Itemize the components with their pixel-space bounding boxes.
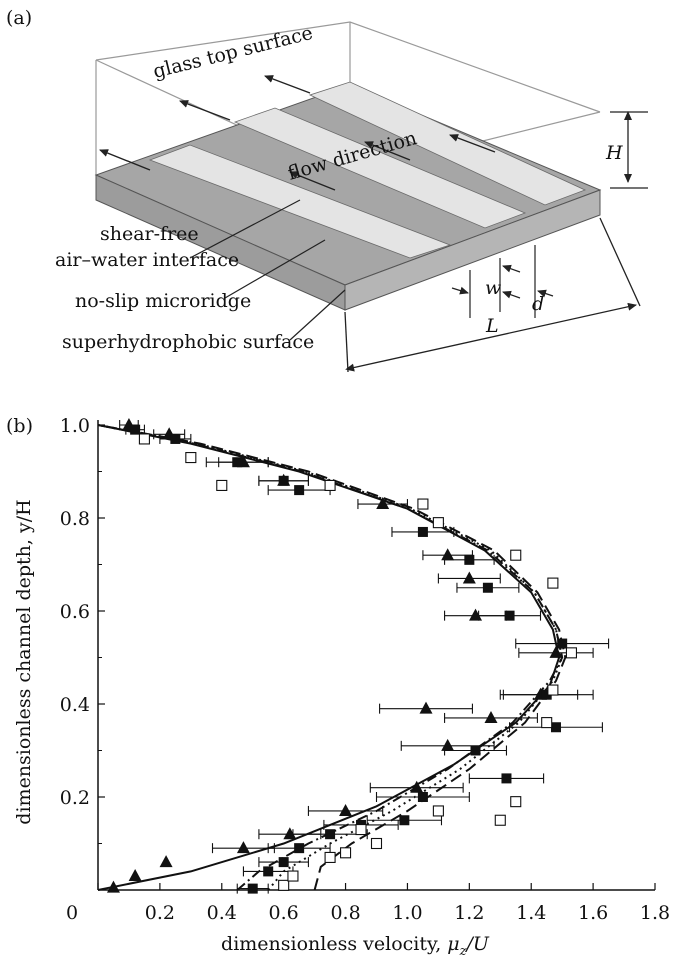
filled-square-marker [501, 773, 512, 784]
triangle-marker [462, 571, 476, 584]
x-tick-label: 0 [66, 902, 78, 924]
open-square-marker [432, 517, 444, 529]
y-tick-label: 0.8 [60, 508, 90, 530]
label-superhydrophobic: superhydrophobic surface [62, 331, 314, 353]
open-square-marker [324, 851, 336, 864]
triangle-marker [549, 645, 563, 658]
filled-square-marker [294, 485, 305, 496]
filled-square-marker [550, 722, 561, 733]
base-block [94, 84, 602, 311]
filled-square-marker [557, 638, 568, 649]
x-tick-label: 0.2 [145, 902, 175, 924]
triangle-marker [236, 841, 250, 854]
x-tick-label: 1.4 [516, 902, 546, 924]
open-square-marker [278, 879, 290, 891]
open-square-marker [417, 498, 429, 510]
label-shear-free-1: shear-free [100, 223, 199, 245]
filled-square-marker [417, 526, 428, 537]
filled-square-marker [278, 857, 289, 868]
triangle-marker [410, 780, 424, 793]
label-glass-top: glass top surface [151, 22, 315, 83]
x-tick-label: 1.6 [578, 902, 608, 924]
open-square-marker [287, 870, 299, 882]
filled-square-marker [541, 689, 552, 700]
filled-square-marker [247, 883, 258, 894]
triangle-marker [419, 701, 433, 714]
triangle-marker [441, 548, 455, 561]
filled-square-marker [294, 843, 305, 854]
filled-square-marker [482, 582, 493, 593]
open-square-marker [432, 805, 444, 817]
label-H: H [605, 142, 623, 164]
open-square-marker [138, 433, 150, 445]
dimension-h [610, 111, 648, 189]
filled-square-marker [399, 815, 410, 826]
y-tick-label: 0.6 [60, 601, 90, 623]
triangle-marker [376, 497, 390, 510]
open-square-marker [541, 717, 553, 729]
open-square-marker [185, 451, 197, 464]
triangle-marker [484, 710, 498, 723]
x-tick-label: 0.4 [207, 902, 237, 924]
y-tick-label: 1.0 [60, 415, 90, 437]
filled-square-marker [464, 554, 475, 565]
filled-square-marker [504, 610, 515, 621]
x-tick-label: 0.8 [330, 902, 360, 924]
fit-curve-solid [97, 424, 561, 891]
leader-lines [189, 199, 346, 341]
y-axis-label: dimensionless channel depth, y/H [13, 499, 35, 824]
triangle-marker [159, 855, 173, 868]
x-tick-label: 1.0 [392, 902, 422, 924]
filled-square-marker [417, 792, 428, 802]
triangle-marker [441, 738, 455, 751]
open-square-marker [324, 479, 336, 492]
tick-labels: 0 0.2 0.4 0.6 0.8 1.0 1.2 1.4 1.6 1.8 0.2 0.4 0.6 0.8… [60, 415, 670, 924]
filled-square-marker [170, 433, 181, 444]
fit-curve-dashed [97, 424, 567, 891]
triangle-marker [106, 880, 120, 893]
label-d: d [532, 293, 544, 315]
open-square-marker [370, 837, 383, 850]
open-square-marker [510, 549, 522, 561]
label-w: w [485, 277, 501, 299]
dimension-l [344, 217, 641, 373]
panel-b-label: (b) [6, 415, 33, 437]
label-L: L [485, 315, 499, 337]
fit-curve-dotted [97, 424, 564, 891]
open-square-marker [547, 684, 559, 696]
x-axis-label: dimensionless velocity, μz/U [221, 933, 490, 959]
filled-square-marker [278, 475, 289, 486]
open-square-marker [510, 796, 522, 808]
filled-square-marker [470, 745, 481, 756]
data-points [106, 418, 578, 894]
triangle-marker [339, 803, 353, 816]
x-tick-label: 0.6 [269, 902, 299, 924]
label-microridge: no-slip microridge [75, 290, 251, 312]
open-square-marker [565, 647, 578, 659]
x-tick-label: 1.2 [454, 902, 484, 924]
filled-square-marker [263, 866, 274, 877]
channels [148, 81, 587, 259]
open-square-marker [216, 479, 228, 492]
panel-b-chart: (b) 0 0.2 0.4 0.6 0.8 1.0 1.2 1.4 1.6 1.8 0.2 0.4 0.… [6, 415, 670, 959]
y-tick-label: 0.2 [60, 787, 90, 809]
open-square-marker [547, 577, 559, 589]
triangle-marker [283, 827, 297, 840]
open-square-marker [494, 814, 506, 826]
panel-a-label: (a) [6, 7, 32, 29]
filled-square-marker [325, 829, 336, 840]
open-square-marker [355, 823, 367, 836]
triangle-marker [469, 608, 483, 621]
x-tick-label: 1.8 [640, 902, 670, 924]
y-tick-label: 0.4 [60, 694, 90, 716]
label-shear-free-2: air–water interface [55, 249, 239, 271]
flow-arrows [99, 75, 496, 191]
filled-square-marker [232, 457, 243, 468]
chart-axes [97, 420, 656, 891]
triangle-marker [128, 869, 142, 882]
open-square-marker [340, 847, 352, 859]
panel-a-schematic: (a) gla [6, 7, 648, 373]
filled-square-marker [130, 424, 141, 435]
